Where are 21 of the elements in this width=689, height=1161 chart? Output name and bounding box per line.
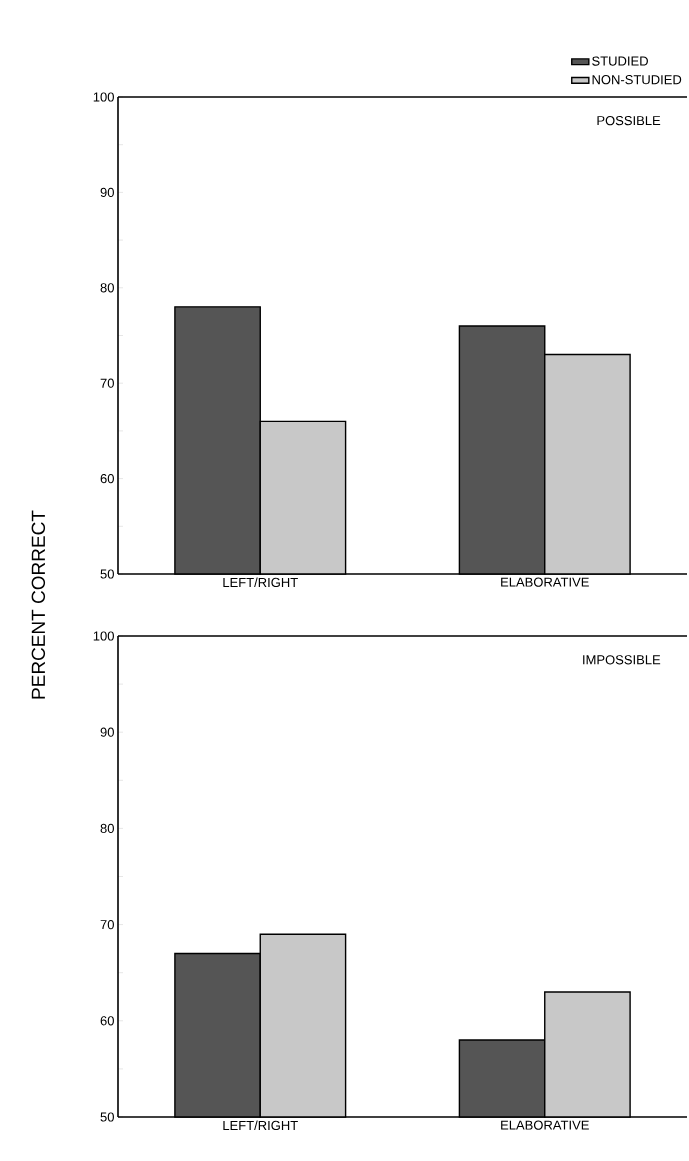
y-tick-label: 100	[93, 631, 114, 641]
y-tick-label: 60	[100, 473, 114, 484]
x-tick-label: LEFT/RIGHT	[223, 1120, 298, 1131]
y-tick-label: 60	[100, 1016, 114, 1026]
y-tick-label: 70	[100, 919, 114, 930]
legend-label: STUDIED	[592, 56, 648, 66]
legend-label: NON-STUDIED	[592, 75, 682, 85]
text: POSSIBLE	[597, 115, 661, 126]
y-tick-label: 50	[100, 1112, 114, 1122]
y-tick-label: 90	[100, 727, 114, 737]
y-tick-label: 70	[100, 378, 114, 388]
x-tick-label: ELABORATIVE	[501, 1120, 589, 1130]
text: IMPOSSIBLE	[583, 655, 661, 665]
y-tick-label: 80	[100, 823, 114, 833]
y-axis-title: PERCENT CORRECT	[31, 510, 46, 699]
y-tick-label: 90	[100, 187, 114, 197]
y-tick-label: 100	[93, 92, 114, 102]
x-tick-label: LEFT/RIGHT	[223, 577, 298, 588]
y-tick-label: 50	[100, 569, 114, 579]
y-tick-label: 80	[100, 283, 114, 293]
x-tick-label: ELABORATIVE	[501, 577, 589, 587]
